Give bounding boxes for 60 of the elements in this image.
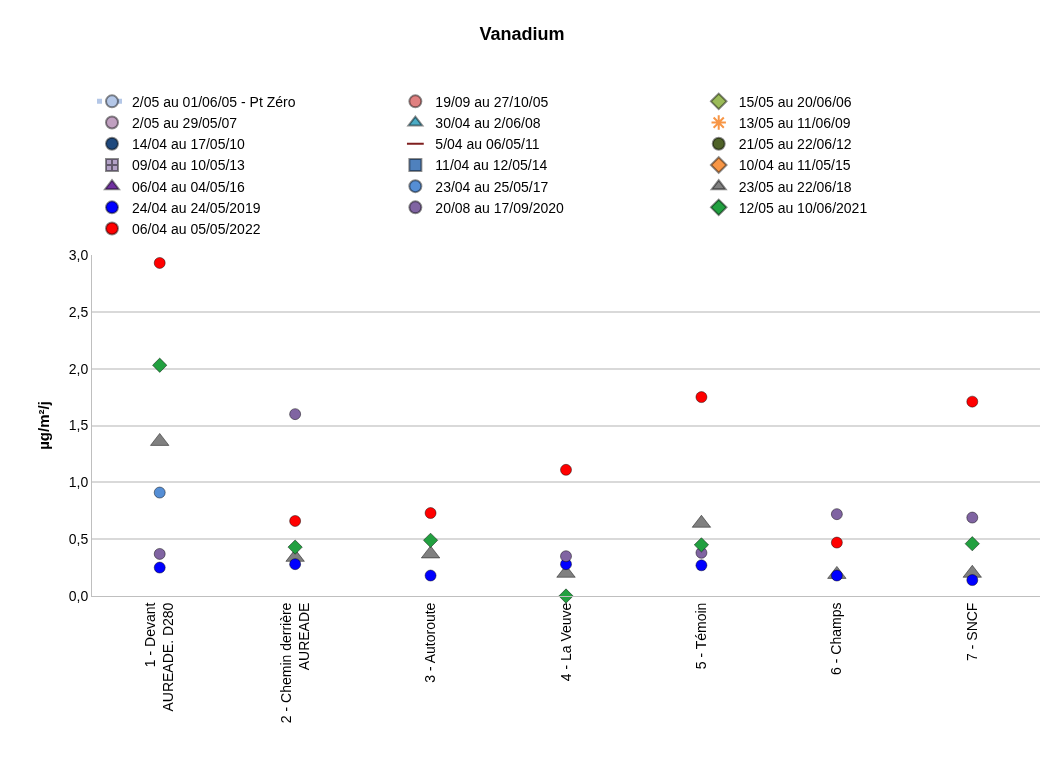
x-tick-label: 3 - Autoroute	[422, 602, 439, 683]
x-tick-label: 2 - Chemin derrière AUREADE	[277, 602, 312, 724]
point	[966, 511, 979, 524]
point	[424, 507, 437, 520]
x-tick-label: 6 - Champs	[828, 602, 845, 675]
point	[422, 532, 439, 548]
legend-label: 24/04 au 24/05/2019	[132, 199, 261, 216]
point	[964, 536, 980, 552]
point	[289, 408, 302, 421]
y-tick-label: 1,0	[68, 474, 89, 491]
point	[153, 547, 166, 560]
legend-label: 19/09 au 27/10/05	[435, 93, 549, 110]
legend-label: 23/04 au 25/05/17	[435, 178, 549, 195]
y-tick-label: 0,0	[68, 587, 89, 604]
legend-label: 11/04 au 12/05/14	[435, 157, 548, 174]
y-tick-label: 2,5	[68, 303, 89, 320]
y-tick-label: 2,0	[68, 360, 89, 377]
chart-title: Vanadium	[479, 23, 565, 44]
legend-label: 09/04 au 10/05/13	[132, 157, 246, 174]
point	[152, 357, 168, 373]
y-tick-label: 3,0	[68, 246, 89, 263]
point	[695, 391, 708, 404]
x-tick-label: 1 - Devant AUREADE. D280	[142, 602, 177, 712]
point	[830, 569, 843, 582]
y-axis-title: µg/m²/j	[34, 401, 52, 450]
point	[560, 463, 572, 476]
legend-label: 06/04 au 05/05/2022	[132, 221, 261, 238]
point	[153, 486, 166, 499]
point	[153, 561, 166, 574]
legend-label: 14/04 au 17/05/10	[132, 136, 246, 153]
legend-label: 2/05 au 01/06/05 - Pt Zéro	[132, 93, 296, 110]
legend-label: 23/05 au 22/06/18	[738, 178, 852, 195]
point	[830, 536, 843, 549]
point	[424, 569, 437, 582]
point	[289, 558, 302, 571]
y-tick-label: 1,5	[68, 417, 89, 434]
point	[695, 559, 708, 572]
x-tick-label: 7 - SNCF	[963, 602, 980, 661]
legend-label: 13/05 au 11/06/09	[738, 115, 851, 132]
point	[289, 514, 302, 527]
legend-label: 2/05 au 29/05/07	[132, 115, 238, 132]
legend-label: 06/04 au 04/05/16	[132, 178, 246, 195]
legend-label: 5/04 au 06/05/11	[435, 136, 540, 153]
legend-label: 12/05 au 10/06/2021	[738, 199, 868, 216]
legend-label: 20/08 au 17/09/2020	[435, 199, 565, 216]
y-tick-label: 0,5	[68, 531, 89, 548]
point	[287, 539, 303, 555]
legend-label: 21/05 au 22/06/12	[738, 136, 852, 153]
point	[966, 574, 979, 587]
point	[966, 395, 979, 408]
point	[560, 550, 572, 563]
x-tick-label: 4 - La Veuve	[557, 602, 574, 682]
legend-label: 15/05 au 20/06/06	[738, 93, 852, 110]
legend-label: 30/04 au 2/06/08	[435, 115, 541, 132]
point	[693, 537, 710, 553]
x-tick-label: 5 - Témoin	[692, 602, 709, 670]
point	[153, 256, 166, 269]
legend-label: 10/04 au 11/05/15	[738, 157, 851, 174]
point	[558, 588, 574, 604]
point	[830, 508, 843, 521]
